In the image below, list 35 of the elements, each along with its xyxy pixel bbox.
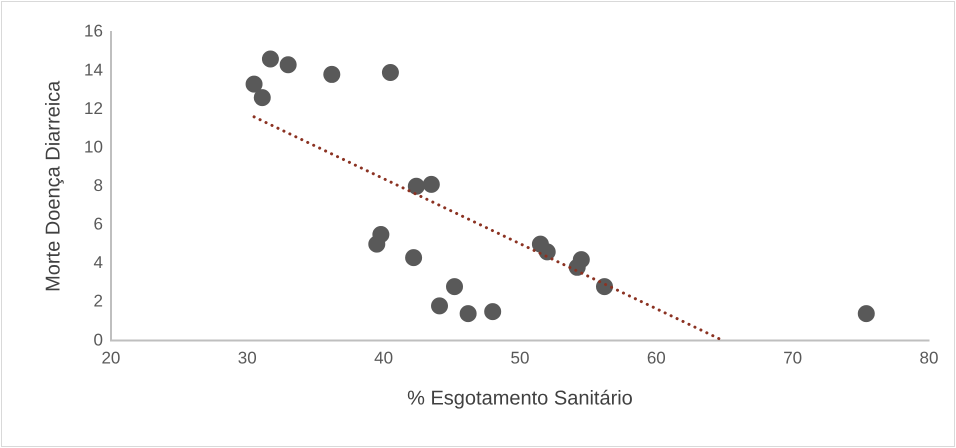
point [368, 236, 386, 253]
y-tick-label: 6 [93, 214, 103, 234]
y-axis-title: Morte Doença Diarreica [42, 80, 65, 292]
point [408, 178, 425, 195]
point [484, 303, 502, 320]
x-tick-label: 50 [510, 348, 530, 368]
point [858, 305, 875, 322]
point [568, 258, 586, 276]
point [382, 64, 399, 82]
y-tick-label: 2 [93, 292, 103, 311]
point [460, 305, 477, 322]
x-tick-label: 80 [920, 348, 938, 368]
point [431, 297, 448, 314]
x-tick-label: 40 [374, 348, 394, 368]
y-tick-label: 0 [93, 330, 103, 350]
y-tick-label: 10 [84, 137, 103, 156]
x-tick-label: 30 [238, 348, 257, 368]
point [262, 50, 279, 68]
x-tick-label: 20 [101, 348, 120, 368]
point [422, 176, 440, 193]
point [405, 249, 422, 266]
y-tick-label: 8 [93, 176, 103, 195]
point [538, 243, 556, 260]
point [323, 66, 340, 83]
y-tick-label: 4 [93, 253, 103, 272]
y-tick-label: 14 [84, 60, 103, 80]
point [280, 56, 297, 74]
x-tick-label: 70 [783, 348, 802, 368]
x-tick-label: 60 [646, 348, 666, 368]
point [446, 278, 464, 296]
point [246, 76, 263, 93]
y-tick-label: 16 [84, 22, 103, 41]
x-axis-title: % Esgotamento Sanitário [407, 388, 633, 410]
point [254, 89, 271, 106]
y-tick-label: 12 [84, 98, 103, 118]
